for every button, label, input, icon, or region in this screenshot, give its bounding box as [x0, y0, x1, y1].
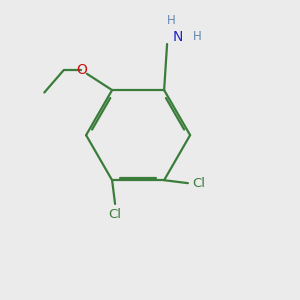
Text: N: N: [172, 30, 183, 44]
Text: Cl: Cl: [109, 208, 122, 221]
Text: O: O: [76, 63, 87, 77]
Text: Cl: Cl: [192, 177, 205, 190]
Text: H: H: [192, 30, 201, 43]
Text: H: H: [167, 14, 176, 27]
